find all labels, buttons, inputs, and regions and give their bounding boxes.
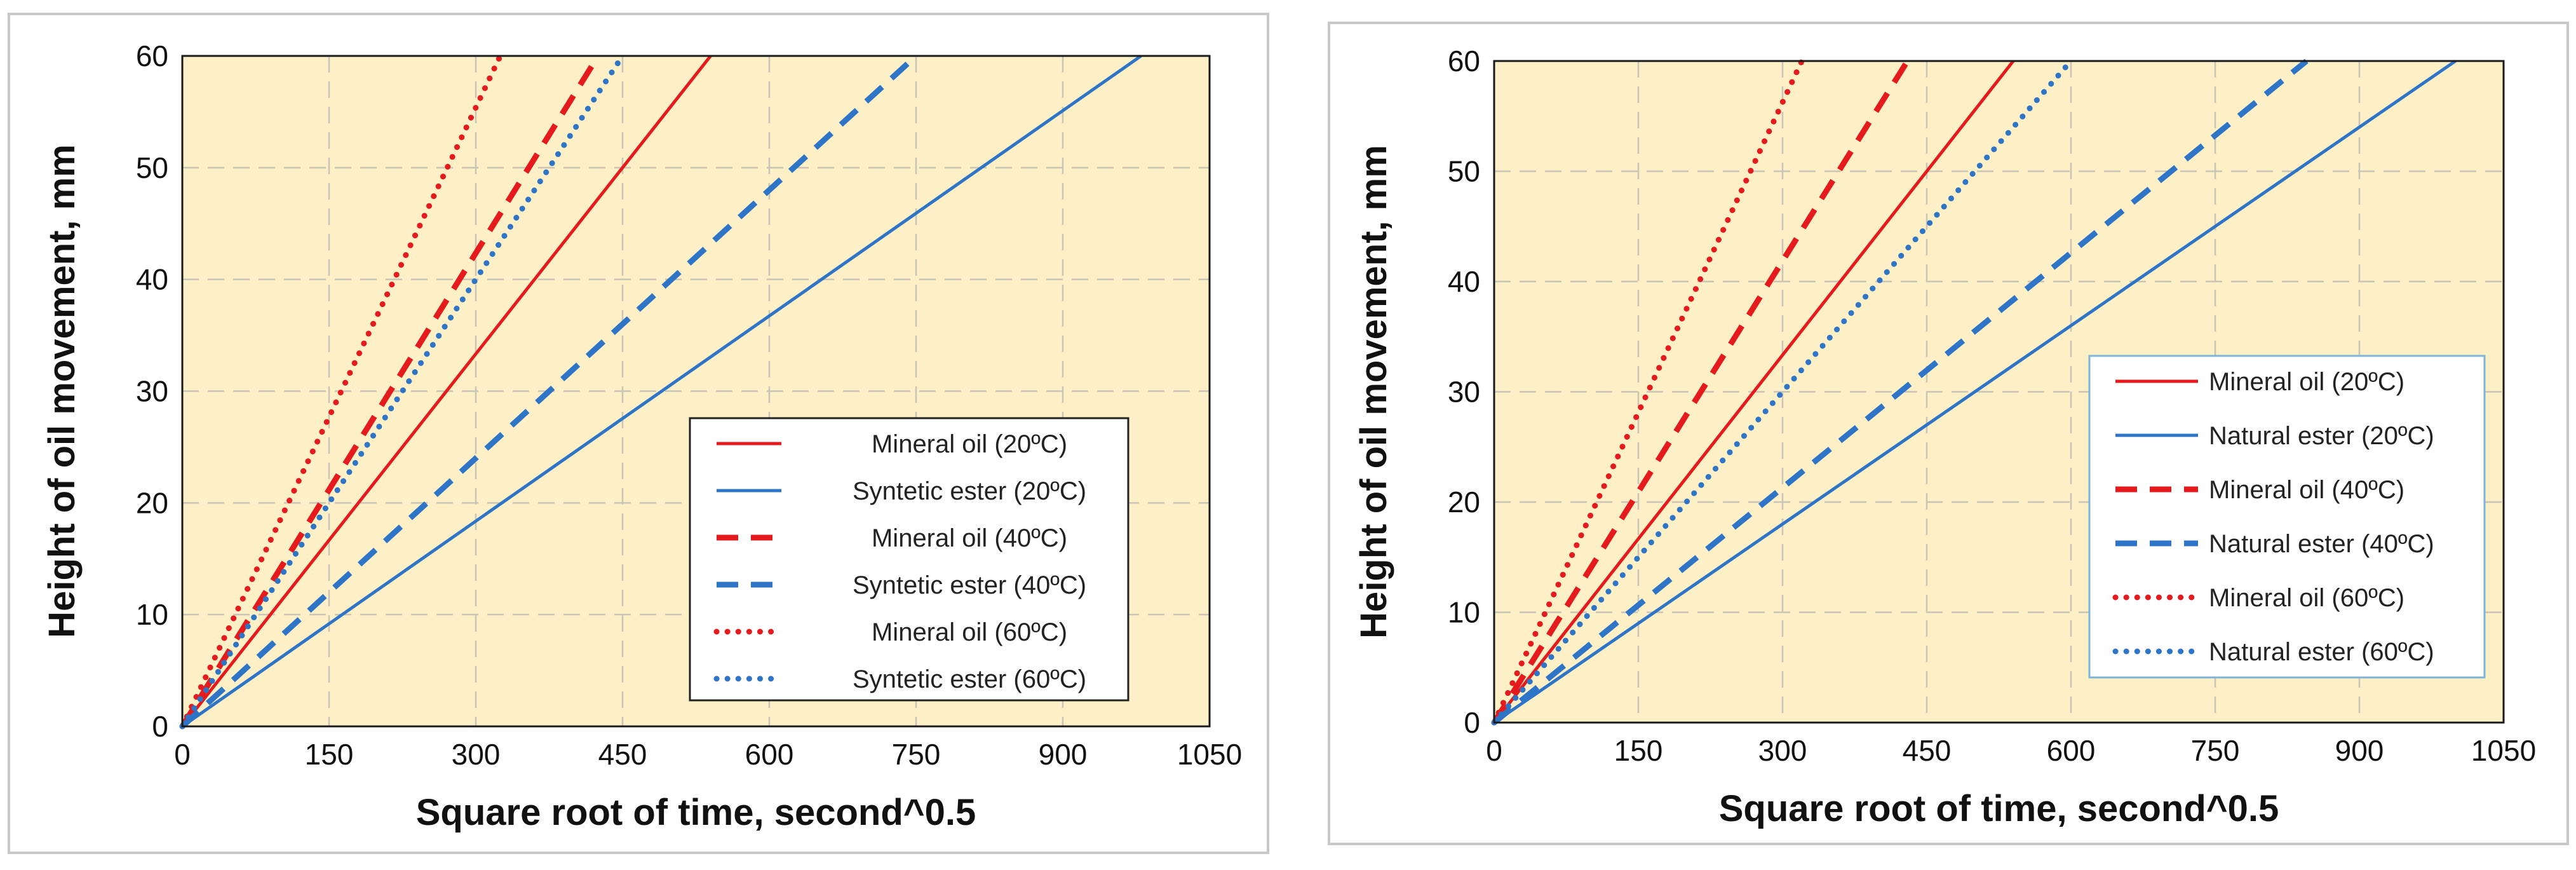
x-tick-label: 450 bbox=[1903, 734, 1952, 767]
series-line bbox=[181, 54, 1142, 728]
chart-right-legend: Mineral oil (20ºC) Natural ester (20ºC) Mi… bbox=[2088, 355, 2486, 679]
x-tick-label: 0 bbox=[174, 738, 191, 771]
x-tick-label: 0 bbox=[1486, 734, 1502, 767]
y-tick-label: 0 bbox=[152, 710, 168, 743]
y-tick-label: 60 bbox=[136, 39, 168, 72]
y-tick-label: 10 bbox=[1448, 596, 1480, 629]
legend-label: Syntetic ester (60ºC) bbox=[853, 665, 1086, 693]
x-tick-label: 900 bbox=[2335, 734, 2384, 767]
x-tick-label: 1050 bbox=[1177, 738, 1242, 771]
x-tick-label: 900 bbox=[1039, 738, 1088, 771]
series-line bbox=[180, 54, 601, 728]
y-tick-label: 60 bbox=[1448, 44, 1480, 78]
legend-box bbox=[2088, 355, 2486, 679]
chart-left-series bbox=[179, 53, 1142, 730]
series-line bbox=[179, 53, 503, 730]
chart-right-y-axis-title: Height of oil movement, mm bbox=[1353, 145, 1394, 639]
chart-right-plot-border bbox=[1493, 60, 2505, 724]
chart-right: 0 150 300 450 600 750 900 1050 0 10 20 30 40 50 60 Squ… bbox=[1328, 22, 2569, 845]
series-line bbox=[180, 53, 919, 729]
y-tick-label: 50 bbox=[1448, 155, 1480, 188]
x-tick-label: 450 bbox=[598, 738, 647, 771]
y-tick-label: 40 bbox=[136, 263, 168, 296]
series-line bbox=[179, 53, 626, 730]
series-line bbox=[1491, 58, 1805, 726]
chart-right-x-axis-title: Square root of time, second^0.5 bbox=[1719, 788, 2279, 829]
y-tick-label: 20 bbox=[1448, 486, 1480, 519]
chart-left: 0 150 300 450 600 750 900 1050 0 10 20 30 40 50 60 Squ… bbox=[8, 13, 1269, 854]
y-tick-label: 50 bbox=[136, 151, 168, 184]
x-tick-label: 750 bbox=[892, 738, 941, 771]
series-line bbox=[1493, 59, 2457, 724]
legend-box bbox=[689, 417, 1130, 702]
x-tick-label: 600 bbox=[2047, 734, 2096, 767]
series-line bbox=[1492, 59, 1910, 724]
legend-label: Natural ester (40ºC) bbox=[2209, 530, 2434, 558]
legend-label: Natural ester (20ºC) bbox=[2209, 422, 2434, 450]
legend-label: Mineral oil (60ºC) bbox=[2209, 584, 2404, 612]
chart-left-plot-border bbox=[181, 55, 1211, 728]
legend-label: Natural ester (60ºC) bbox=[2209, 638, 2434, 666]
legend-label: Mineral oil (40ºC) bbox=[2209, 476, 2404, 504]
chart-left-legend: Mineral oil (20ºC) Syntetic ester (20ºC) M… bbox=[689, 417, 1130, 702]
chart-left-x-axis-title: Square root of time, second^0.5 bbox=[416, 792, 976, 833]
series-line bbox=[1492, 58, 2309, 725]
y-tick-label: 40 bbox=[1448, 265, 1480, 298]
x-tick-label: 750 bbox=[2191, 734, 2240, 767]
legend-label: Mineral oil (20ºC) bbox=[2209, 368, 2404, 396]
x-tick-label: 300 bbox=[452, 738, 501, 771]
x-tick-label: 150 bbox=[1614, 734, 1663, 767]
x-tick-label: 300 bbox=[1758, 734, 1807, 767]
series-line bbox=[1493, 60, 2015, 724]
series-line bbox=[181, 55, 712, 728]
chart-left-y-axis-title: Height of oil movement, mm bbox=[41, 144, 83, 638]
legend-label: Syntetic ester (20ºC) bbox=[853, 477, 1086, 505]
legend-label: Mineral oil (40ºC) bbox=[872, 524, 1067, 552]
chart-right-series bbox=[1491, 58, 2457, 726]
x-tick-label: 150 bbox=[305, 738, 354, 771]
y-tick-label: 20 bbox=[136, 486, 168, 519]
legend-label: Mineral oil (60ºC) bbox=[872, 618, 1067, 646]
x-tick-label: 1050 bbox=[2471, 734, 2536, 767]
x-tick-label: 600 bbox=[745, 738, 794, 771]
chart-right-tick-labels: 0 150 300 450 600 750 900 1050 0 10 20 30 40 50 60 bbox=[1448, 44, 2536, 767]
legend-label: Syntetic ester (40ºC) bbox=[853, 571, 1086, 599]
chart-left-tick-labels: 0 150 300 450 600 750 900 1050 0 10 20 30 40 50 60 bbox=[136, 39, 1242, 771]
y-tick-label: 30 bbox=[136, 375, 168, 408]
y-tick-label: 10 bbox=[136, 598, 168, 631]
legend-label: Mineral oil (20ºC) bbox=[872, 430, 1067, 458]
y-tick-label: 30 bbox=[1448, 376, 1480, 409]
y-tick-label: 0 bbox=[1464, 706, 1480, 739]
